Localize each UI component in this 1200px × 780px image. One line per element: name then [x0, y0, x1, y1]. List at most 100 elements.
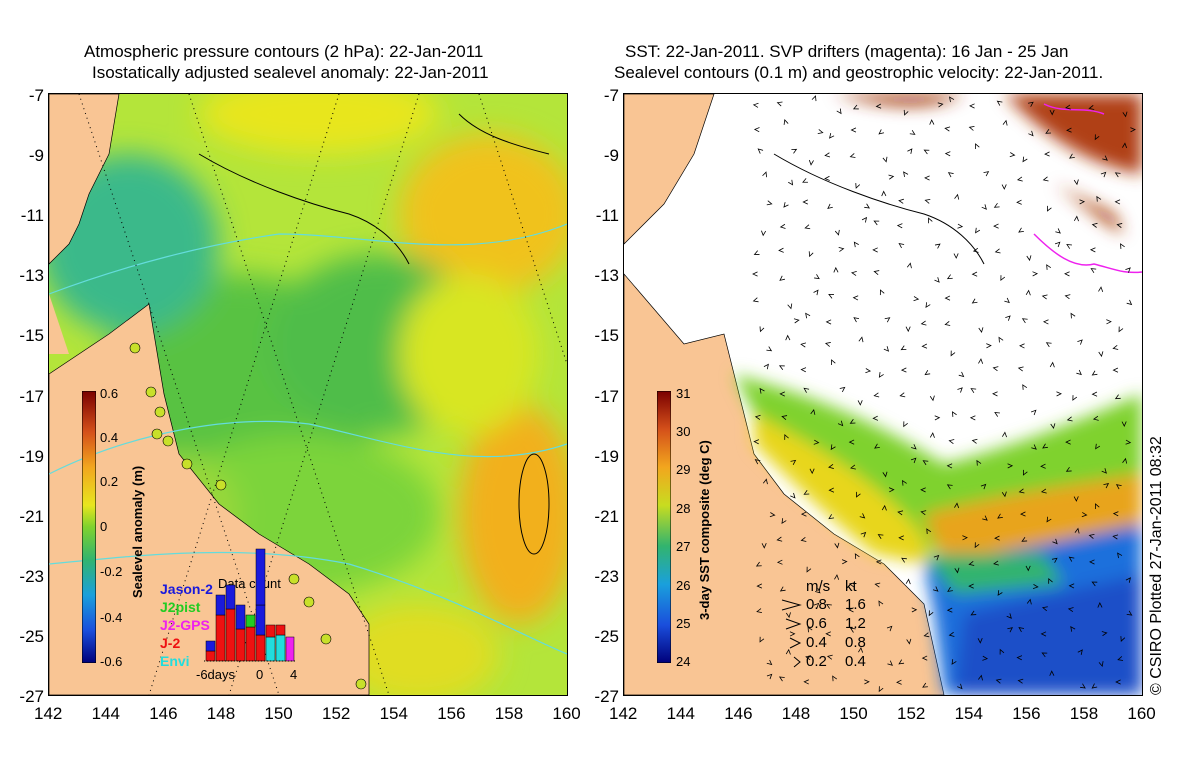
velocity-vector: [911, 444, 917, 450]
velocity-vector: [805, 655, 812, 661]
velocity-vector: [858, 336, 864, 343]
y-tick-label: -13: [19, 266, 44, 286]
velocity-vector: [787, 303, 793, 310]
velocity-vector: [769, 512, 776, 518]
velocity-vector: [903, 109, 909, 116]
sst-colorbar: [657, 391, 671, 663]
velocity-vector: [1125, 439, 1132, 445]
velocity-vector: [946, 607, 953, 613]
velocity-vector: [950, 350, 956, 357]
velocity-vector: [800, 342, 807, 348]
velocity-vector: [832, 675, 838, 682]
y-tick-label: -23: [19, 566, 44, 586]
velocity-vector: [813, 289, 819, 296]
velocity-vector: [803, 387, 810, 393]
velocity-vector: [852, 295, 859, 301]
sealevel-anomaly-map[interactable]: [48, 93, 568, 696]
velocity-vector: [776, 101, 783, 107]
velocity-vector: [873, 392, 880, 398]
colorbar-tick-0.6: 0.6: [100, 386, 119, 401]
velocity-vector: [993, 223, 999, 229]
y-tick-label: -15: [19, 326, 44, 346]
velocity-vector: [878, 129, 885, 135]
velocity-vector: [759, 387, 765, 394]
velocity-vector: [830, 444, 836, 451]
velocity-vector: [978, 674, 983, 681]
y-tick-label: -25: [594, 626, 619, 646]
right-title-line1: SST: 22-Jan-2011. SVP drifters (magenta)…: [625, 42, 1069, 61]
velocity-vector: [752, 297, 759, 303]
sst-map[interactable]: [623, 93, 1143, 696]
velocity-vector: [1089, 559, 1095, 565]
velocity-vector: [872, 415, 879, 421]
velocity-vector: [1007, 463, 1014, 469]
velocity-vector: [1122, 111, 1128, 118]
velocity-vector: [873, 220, 880, 226]
velocity-vector: [826, 654, 833, 660]
sst-tick-26: 26: [676, 578, 691, 593]
velocity-vector: [1091, 683, 1098, 689]
velocity-vector: [902, 479, 907, 486]
velocity-vector: [994, 248, 1001, 254]
velocity-vector: [879, 289, 885, 296]
x-tick-label: 144: [91, 704, 120, 723]
velocity-vector: [944, 295, 951, 301]
velocity-vector: [802, 199, 809, 205]
velocity-vector: [874, 582, 881, 588]
velocity-vector: [992, 391, 998, 397]
velocity-vector: [848, 439, 855, 445]
velocity-vector: [926, 528, 932, 535]
velocity-vector: [898, 243, 905, 249]
velocity-vector: [1042, 319, 1049, 325]
velocity-vector: [1090, 268, 1097, 274]
velocity-vector: [1001, 491, 1007, 498]
velocity-vector: [923, 632, 930, 638]
x-tick-label: 160: [552, 704, 581, 723]
velocity-vector: [778, 247, 784, 253]
velocity-vector: [1047, 205, 1052, 212]
velocity-vector: [920, 487, 926, 493]
velocity-vector: [834, 574, 840, 580]
velocity-vector: [1125, 267, 1131, 273]
velocity-vector: [1122, 457, 1128, 464]
velocity-vector: [1028, 101, 1034, 107]
velocity-vector: [948, 439, 955, 444]
velocity-vector: [1016, 176, 1023, 182]
y-tick-label: -9: [603, 146, 619, 166]
colorbar-tick-0.2: 0.2: [100, 474, 119, 489]
velocity-vector: [848, 607, 854, 613]
velocity-vector: [886, 625, 893, 632]
x-tick-label: 150: [839, 704, 868, 723]
velocity-vector: [753, 250, 760, 255]
velocity-vector: [1025, 289, 1031, 296]
velocity-vector: [970, 610, 977, 616]
velocity-vector: [924, 370, 931, 376]
velocity-vector: [898, 659, 905, 665]
y-tick-label: -21: [19, 506, 44, 526]
y-tick-label: -15: [594, 326, 619, 346]
velocity-vector: [910, 457, 917, 464]
colorbar-tick--0.6: -0.6: [100, 654, 123, 669]
velocity-vector: [755, 561, 762, 567]
velocity-vector: [864, 203, 870, 209]
velocity-vector: [1066, 416, 1073, 422]
velocity-vector: [969, 103, 975, 109]
velocity-vector: [946, 463, 953, 469]
velocity-vector: [887, 660, 893, 666]
velocity-vector: [1115, 679, 1121, 685]
y-tick-label: -27: [19, 687, 44, 706]
velocity-vector: [778, 365, 785, 370]
velocity-vector: [909, 129, 916, 135]
velocity-vector: [1074, 527, 1080, 534]
velocity-vector: [1117, 656, 1124, 661]
velocity-vector: [1051, 557, 1058, 563]
velocity-vector: [1114, 394, 1121, 400]
velocity-vector: [860, 531, 867, 538]
y-tick-label: -11: [595, 206, 619, 226]
velocity-vector: [1018, 488, 1025, 494]
velocity-vector: [833, 266, 839, 273]
velocity-vector: [1049, 361, 1055, 368]
velocity-vector: [766, 673, 773, 680]
velocity-vector: [949, 96, 955, 103]
velocity-vector: [1002, 431, 1007, 438]
